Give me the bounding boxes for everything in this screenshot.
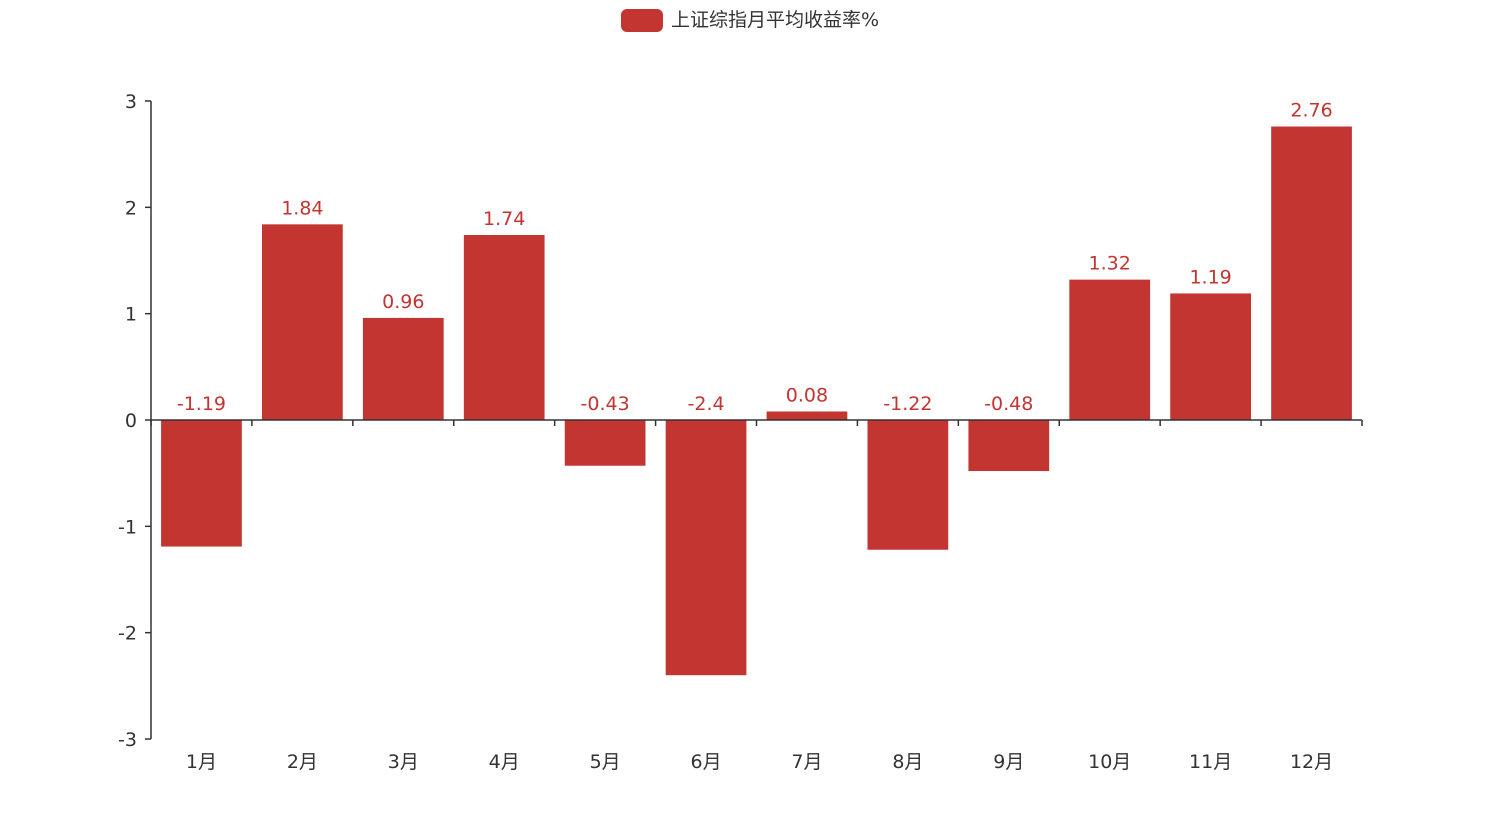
legend-swatch[interactable]	[621, 9, 663, 32]
bar[interactable]	[665, 420, 747, 676]
legend-label[interactable]: 上证综指月平均收益率%	[671, 9, 879, 31]
legend[interactable]: 上证综指月平均收益率%	[621, 9, 879, 32]
x-tick-label: 2月	[287, 751, 318, 773]
bar[interactable]	[161, 420, 242, 547]
bar-value-label: -0.43	[581, 393, 630, 415]
x-tick-label: 8月	[892, 751, 923, 773]
bar[interactable]	[564, 420, 646, 466]
y-axis: 3 2 1 0 -1 -2 -3	[118, 91, 152, 751]
bar[interactable]	[766, 411, 848, 420]
bar-value-label: 0.08	[786, 384, 828, 406]
y-tick-label: 1	[125, 304, 137, 326]
bar-value-label: 1.84	[281, 197, 323, 219]
bar[interactable]	[262, 224, 343, 420]
x-tick-label: 1月	[186, 751, 217, 773]
x-tick-label: 5月	[590, 751, 621, 773]
y-tick-label: -3	[118, 729, 137, 751]
bar[interactable]	[1271, 126, 1352, 421]
bar-value-label: 1.19	[1189, 266, 1231, 288]
y-tick-label: 3	[125, 91, 137, 113]
y-tick-label: 0	[125, 410, 137, 432]
bar-value-label: 1.32	[1089, 253, 1131, 275]
bar-value-label: 2.76	[1290, 100, 1332, 122]
bar[interactable]	[968, 420, 1050, 472]
bar-value-label: -1.22	[883, 393, 932, 415]
y-tick-label: -2	[118, 623, 137, 645]
bar-value-label: 1.74	[483, 208, 525, 230]
x-tick-label: 6月	[690, 751, 721, 773]
y-tick-label: 2	[125, 197, 137, 219]
bar[interactable]	[463, 234, 545, 420]
x-tick-label: 9月	[993, 751, 1024, 773]
x-tick-label: 7月	[791, 751, 822, 773]
bar-value-label: 0.96	[382, 291, 424, 313]
x-axis: 1月 2月 3月 4月 5月 6月 7月 8月 9月 10月 11月 12月	[150, 419, 1363, 773]
x-tick-label: 4月	[489, 751, 520, 773]
bar[interactable]	[867, 420, 949, 550]
bar[interactable]	[1170, 293, 1251, 420]
x-tick-label: 11月	[1189, 751, 1232, 773]
bar-value-label: -2.4	[688, 393, 725, 415]
x-tick-label: 10月	[1088, 751, 1131, 773]
bars-group: -1.19 1.84 0.96 1.74 -0.43 -2.4 0.08 -1.22 -0.48…	[161, 100, 1352, 676]
bar[interactable]	[1069, 279, 1151, 420]
x-tick-label: 12月	[1290, 751, 1333, 773]
bar-value-label: -1.19	[177, 393, 226, 415]
bar[interactable]	[362, 317, 444, 420]
x-tick-label: 3月	[388, 751, 419, 773]
bar-value-label: -0.48	[984, 393, 1033, 415]
y-tick-label: -1	[118, 516, 137, 538]
